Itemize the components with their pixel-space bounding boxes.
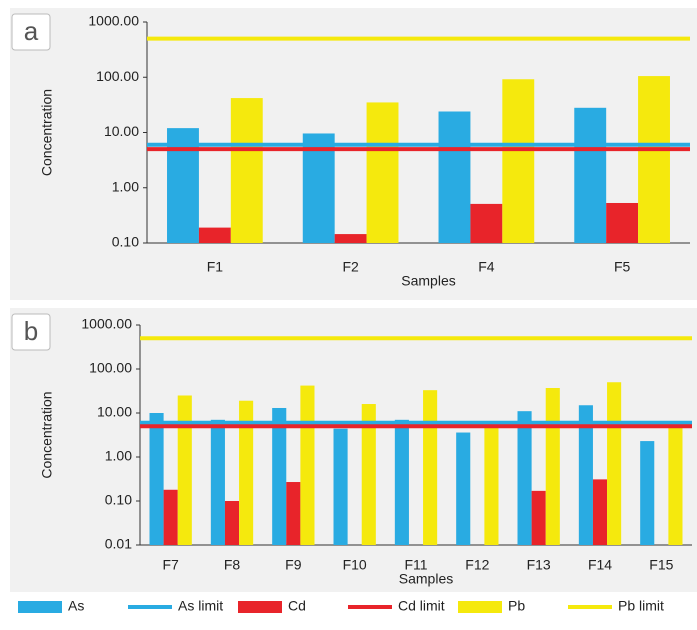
- x-tick-label: F5: [614, 259, 631, 275]
- y-tick-label: 10.00: [104, 123, 139, 139]
- bar: [366, 102, 399, 243]
- x-tick-label: F14: [588, 557, 612, 573]
- legend-label: Pb: [508, 598, 525, 614]
- bar: [640, 441, 655, 545]
- x-tick-label: F11: [404, 557, 427, 573]
- bar: [394, 419, 409, 545]
- bar: [302, 133, 335, 243]
- bar: [210, 419, 225, 545]
- legend-swatch: [458, 601, 502, 613]
- y-tick-label: 1.00: [105, 448, 132, 464]
- x-tick-label: F8: [224, 557, 241, 573]
- panel-label-box: [11, 13, 51, 51]
- y-tick-label: 100.00: [89, 360, 132, 376]
- bar: [300, 385, 315, 545]
- legend-label: Cd limit: [398, 598, 445, 614]
- bar: [286, 482, 301, 545]
- bar: [438, 111, 471, 243]
- bar: [361, 404, 376, 545]
- bar: [333, 428, 348, 545]
- y-tick-label: 0.10: [105, 492, 132, 508]
- bar: [177, 395, 192, 545]
- legend-swatch: [18, 601, 62, 613]
- x-tick-label: F7: [162, 557, 179, 573]
- x-tick-label: F1: [207, 259, 224, 275]
- bar: [607, 382, 622, 545]
- y-axis-label: Concentration: [39, 391, 55, 478]
- bar: [592, 479, 608, 545]
- legend-label: Cd: [288, 598, 306, 614]
- bar: [239, 400, 254, 545]
- legend-label: Pb limit: [618, 598, 664, 614]
- legend-label: As: [68, 598, 84, 614]
- bar: [198, 227, 231, 243]
- bar: [531, 490, 546, 545]
- y-tick-label: 10.00: [97, 404, 132, 420]
- y-tick-label: 0.01: [105, 536, 132, 552]
- bar: [578, 405, 593, 545]
- bar: [470, 203, 503, 243]
- panel-label: a: [24, 16, 39, 46]
- bar: [456, 432, 471, 545]
- bar: [230, 98, 263, 243]
- bar: [163, 489, 178, 545]
- y-tick-label: 100.00: [96, 68, 139, 84]
- bar: [334, 234, 367, 243]
- x-tick-label: F9: [285, 557, 302, 573]
- bar: [517, 411, 532, 545]
- bar: [545, 387, 560, 545]
- bar: [502, 79, 535, 243]
- y-tick-label: 1000.00: [88, 13, 139, 29]
- y-axis-label: Concentration: [39, 89, 55, 176]
- x-tick-label: F4: [478, 259, 495, 275]
- x-tick-label: F15: [649, 557, 673, 573]
- bar: [484, 421, 499, 545]
- y-tick-label: 1000.00: [81, 316, 132, 332]
- x-axis-label: Samples: [401, 273, 455, 289]
- panel-label-box: [11, 313, 51, 351]
- x-tick-label: F13: [527, 557, 551, 573]
- bar: [668, 426, 683, 545]
- bar: [638, 76, 670, 244]
- bar: [574, 107, 607, 243]
- bar: [606, 202, 639, 243]
- y-tick-label: 0.10: [112, 234, 139, 250]
- x-tick-label: F2: [342, 259, 359, 275]
- y-tick-label: 1.00: [112, 178, 139, 194]
- bar: [272, 407, 287, 545]
- legend-swatch: [238, 601, 282, 613]
- x-tick-label: F12: [465, 557, 489, 573]
- bar: [149, 413, 164, 545]
- x-axis-label: Samples: [399, 571, 453, 587]
- bar: [224, 501, 240, 545]
- panel-label: b: [24, 316, 38, 346]
- x-tick-label: F10: [343, 557, 367, 573]
- bar: [423, 390, 438, 545]
- legend-label: As limit: [178, 598, 223, 614]
